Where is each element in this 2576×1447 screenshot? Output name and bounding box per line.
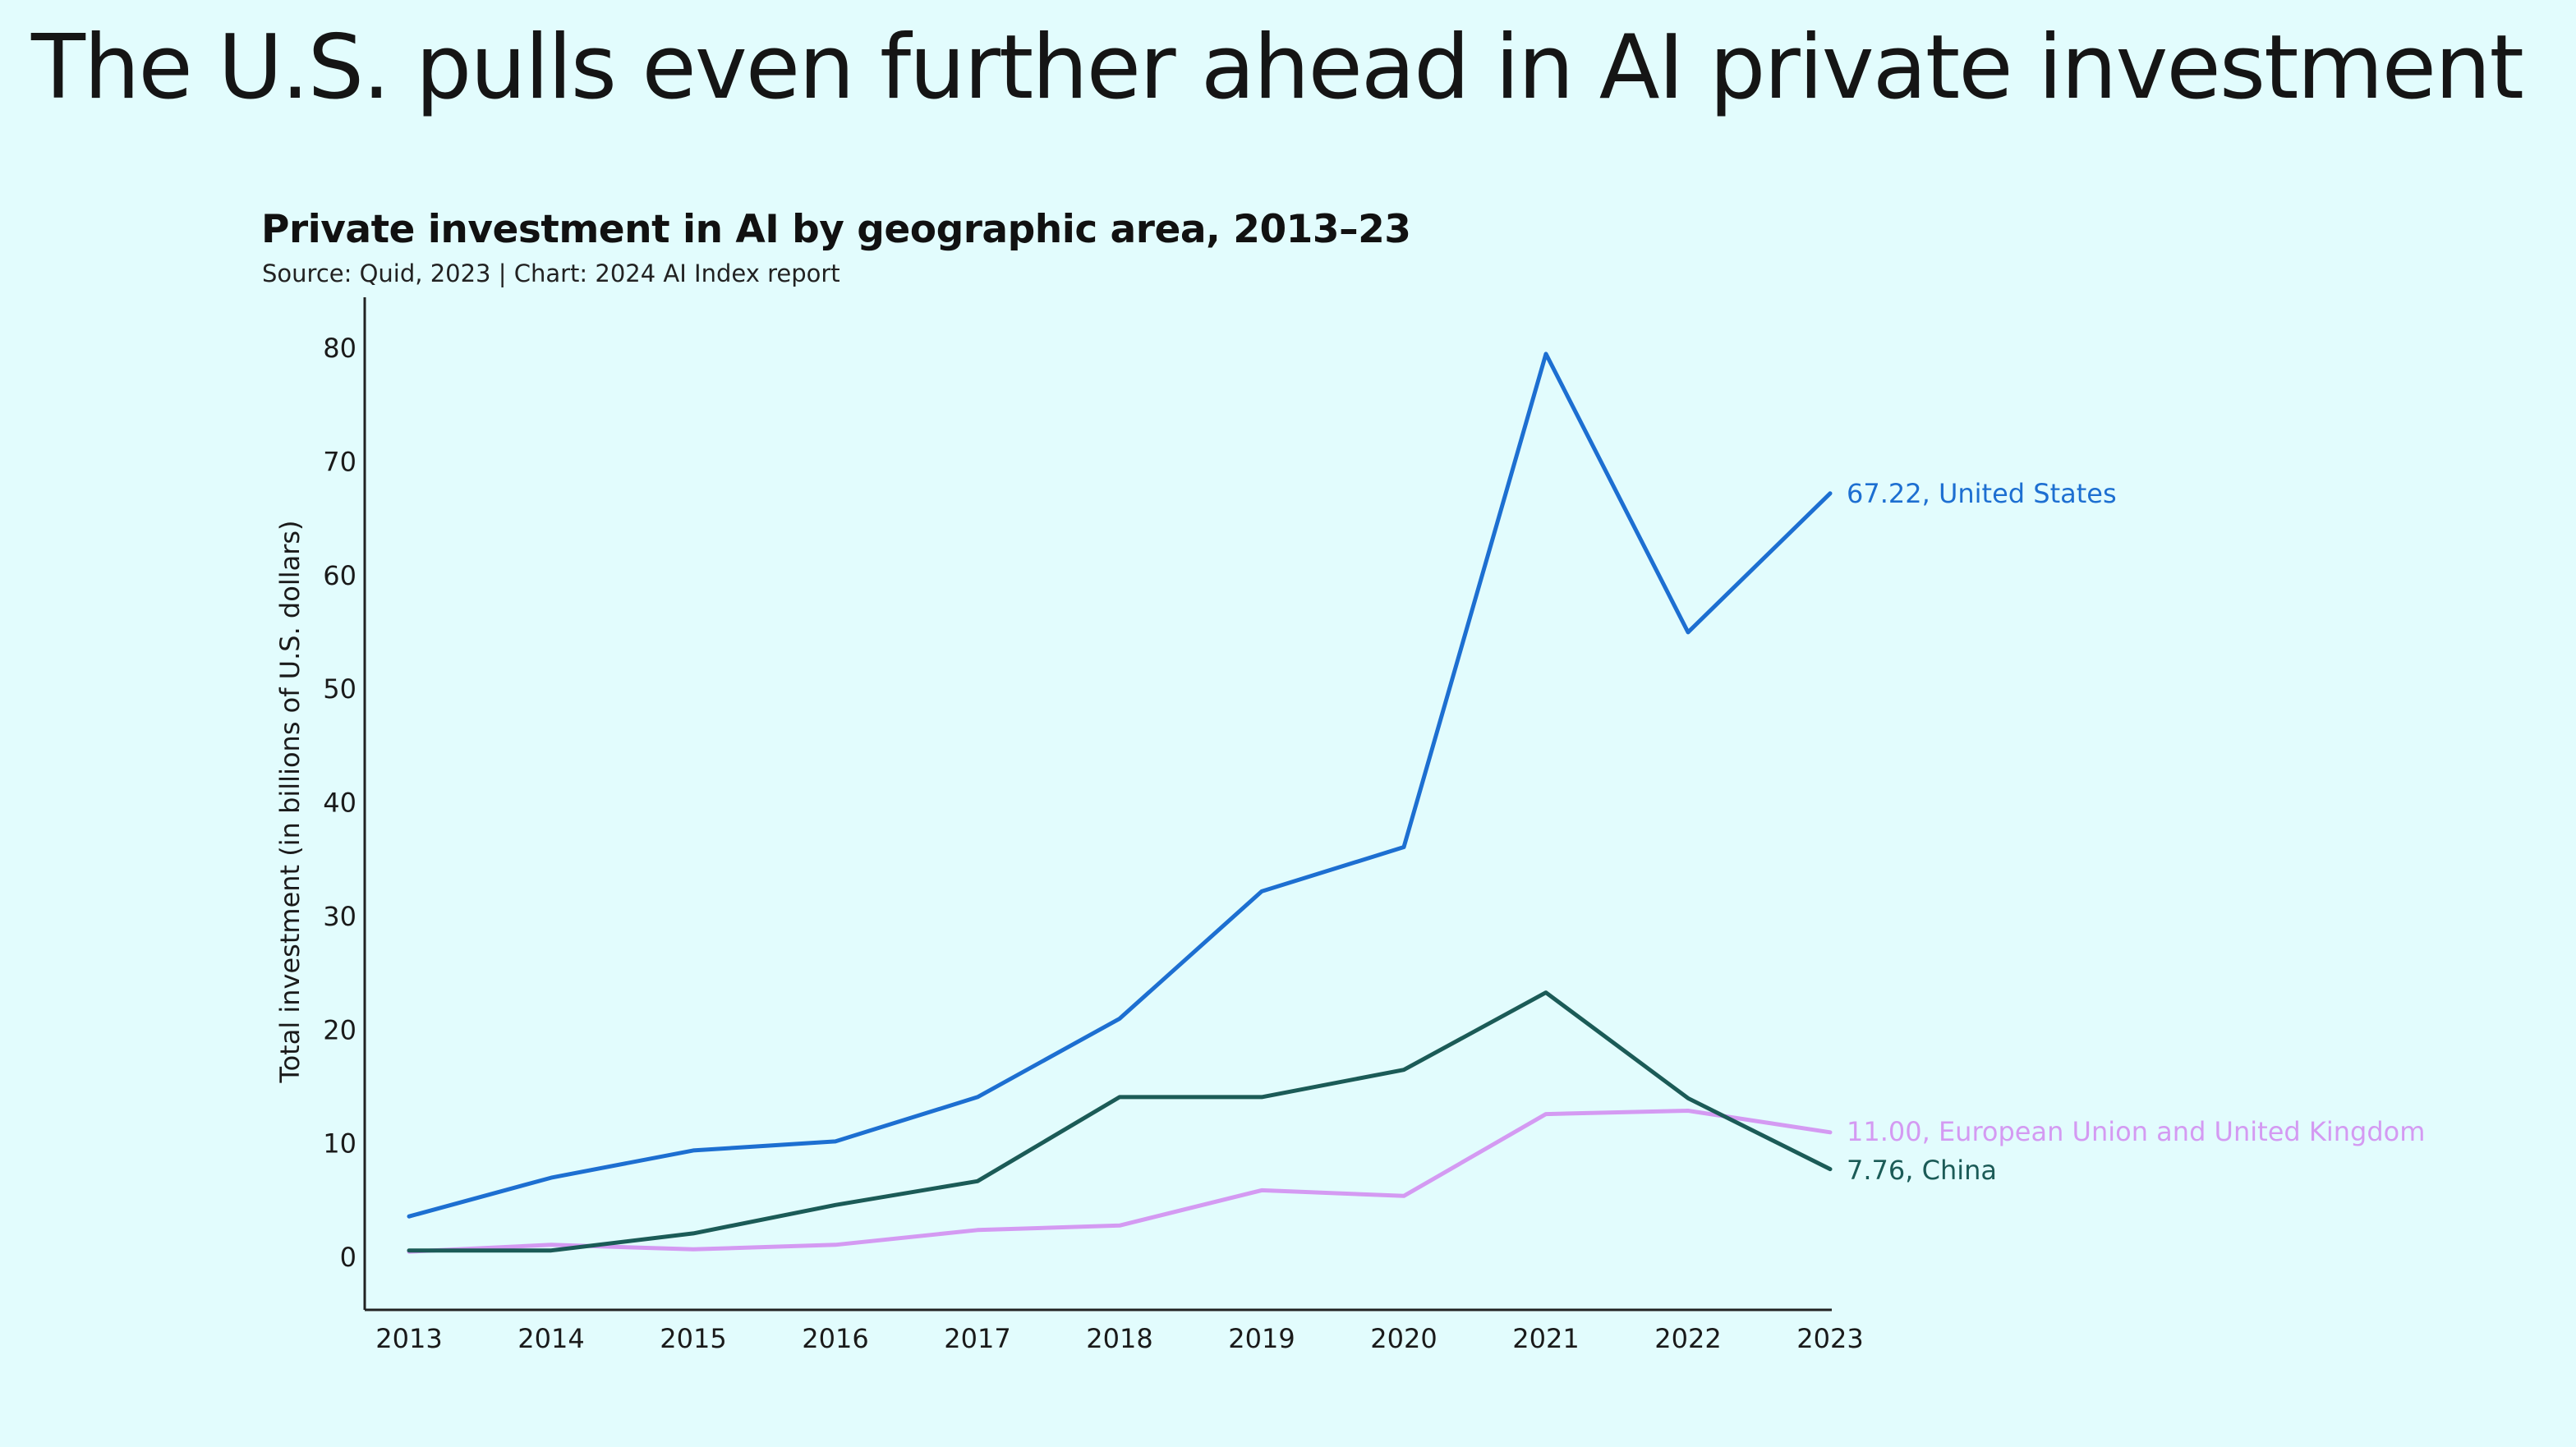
y-tick-label: 80 <box>323 333 356 364</box>
x-tick-label: 2022 <box>1654 1323 1721 1354</box>
chart-title: Private investment in AI by geographic a… <box>261 207 1411 252</box>
x-tick-label: 2021 <box>1512 1323 1579 1354</box>
x-tick-label: 2014 <box>518 1323 584 1354</box>
x-tick-label: 2019 <box>1228 1323 1295 1354</box>
axes: 0 10 20 30 40 50 60 70 80 2013 2014 2015 2016 2017 201… <box>274 297 1864 1354</box>
end-labels: 67.22, United States 11.00, European Unio… <box>1847 478 2425 1186</box>
slide-title: The U.S. pulls even further ahead in AI … <box>31 16 2524 119</box>
x-tick-label: 2023 <box>1796 1323 1863 1354</box>
end-label-china: 7.76, China <box>1847 1155 1997 1186</box>
y-tick-label: 70 <box>323 446 356 477</box>
x-tick-label: 2015 <box>660 1323 726 1354</box>
chart-source: Source: Quid, 2023 | Chart: 2024 AI Inde… <box>262 260 840 287</box>
y-tick-label: 40 <box>323 788 356 819</box>
x-tick-label: 2016 <box>802 1323 868 1354</box>
y-tick-label: 0 <box>340 1242 356 1273</box>
x-tick-label: 2020 <box>1370 1323 1437 1354</box>
x-tick-label: 2013 <box>375 1323 442 1354</box>
y-tick-label: 10 <box>323 1128 356 1160</box>
series-line-china <box>407 990 1833 1253</box>
x-tick-label: 2018 <box>1086 1323 1152 1354</box>
x-tick-label: 2017 <box>944 1323 1010 1354</box>
series-line-european-union-and-united-kingdom <box>407 1109 1833 1254</box>
end-label-european-union-and-united-kingdom: 11.00, European Union and United Kingdom <box>1847 1116 2425 1147</box>
y-tick-label: 30 <box>323 901 356 932</box>
y-tick-label: 20 <box>323 1014 356 1045</box>
y-tick-label: 50 <box>323 673 356 705</box>
y-axis-label: Total investment (in billions of U.S. do… <box>274 520 306 1083</box>
y-tick-label: 60 <box>323 560 356 591</box>
series-lines <box>407 351 1833 1254</box>
series-line-united-states <box>407 351 1833 1219</box>
end-label-united-states: 67.22, United States <box>1847 478 2117 509</box>
